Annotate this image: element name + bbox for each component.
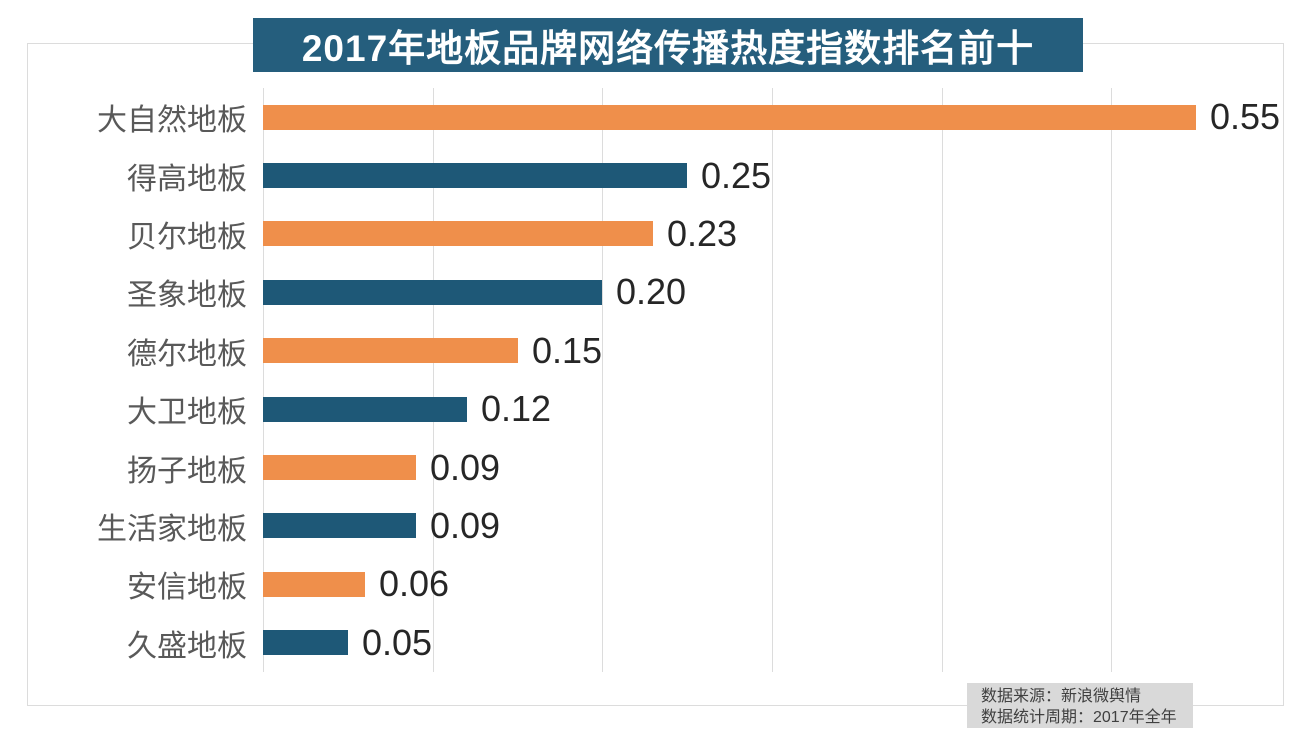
bar-row-1: 大自然地板 0.55 (0, 88, 1314, 146)
x-gridline (772, 88, 773, 672)
value-label: 0.25 (701, 154, 772, 196)
value-label: 0.09 (430, 504, 501, 546)
value-label: 0.15 (532, 329, 603, 371)
value-label: 0.55 (1210, 96, 1281, 138)
category-label: 大自然地板 (97, 104, 247, 138)
x-gridline (433, 88, 434, 672)
value-label: 0.09 (430, 446, 501, 488)
bar-row-4: 圣象地板 0.20 (0, 263, 1314, 321)
bar-row-8: 生活家地板 0.09 (0, 497, 1314, 555)
x-gridline (602, 88, 603, 672)
bar (263, 279, 602, 305)
x-gridline (1111, 88, 1112, 672)
bar-row-9: 安信地板 0.06 (0, 555, 1314, 613)
x-gridline (263, 88, 264, 672)
bar-row-7: 扬子地板 0.09 (0, 438, 1314, 496)
bar (263, 513, 416, 539)
x-gridline (942, 88, 943, 672)
category-label: 德尔地板 (127, 337, 247, 371)
value-label: 0.23 (667, 212, 738, 254)
category-label: 久盛地板 (127, 629, 247, 663)
category-label: 扬子地板 (127, 454, 247, 488)
category-label: 得高地板 (127, 162, 247, 196)
source-note-line2: 数据统计周期：2017年全年 (981, 708, 1177, 726)
bar-row-10: 久盛地板 0.05 (0, 614, 1314, 672)
category-label: 贝尔地板 (127, 220, 247, 254)
bar (263, 571, 365, 597)
source-note-line1: 数据来源：新浪微舆情 (981, 687, 1142, 705)
bar (263, 221, 653, 247)
bar (263, 338, 518, 364)
category-label: 生活家地板 (97, 512, 247, 546)
bar (263, 163, 687, 189)
value-label: 0.06 (379, 563, 450, 605)
category-label: 圣象地板 (127, 279, 247, 313)
bar-row-3: 贝尔地板 0.23 (0, 205, 1314, 263)
value-label: 0.12 (481, 388, 552, 430)
bar (263, 455, 416, 481)
chart-outer-frame (27, 43, 1284, 706)
bar-row-5: 德尔地板 0.15 (0, 322, 1314, 380)
category-label: 安信地板 (127, 571, 247, 605)
bar-row-2: 得高地板 0.25 (0, 146, 1314, 204)
bar (263, 396, 467, 422)
category-label: 大卫地板 (127, 396, 247, 430)
chart-title-banner: 2017年地板品牌网络传播热度指数排名前十 (253, 18, 1083, 72)
bar-row-6: 大卫地板 0.12 (0, 380, 1314, 438)
value-label: 0.20 (616, 271, 687, 313)
source-note-box: 数据来源：新浪微舆情 数据统计周期：2017年全年 (967, 683, 1193, 728)
value-label: 0.05 (362, 621, 433, 663)
bar (263, 104, 1196, 130)
bar (263, 630, 348, 656)
